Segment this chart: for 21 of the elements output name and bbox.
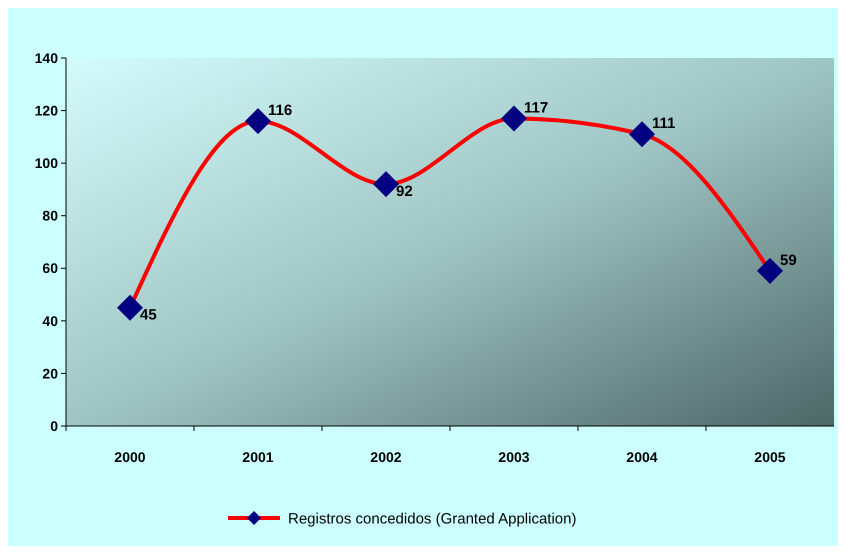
y-tick-label: 140 (34, 50, 58, 66)
data-label: 111 (652, 115, 676, 132)
x-tick-label: 2002 (370, 449, 402, 465)
data-label: 116 (268, 102, 292, 120)
x-tick-label: 2005 (754, 449, 786, 465)
y-tick-label: 80 (42, 208, 58, 224)
y-tick-label: 0 (50, 418, 58, 434)
y-tick-label: 20 (42, 365, 58, 382)
y-tick-label: 100 (34, 155, 58, 172)
y-tick-label: 60 (42, 260, 58, 276)
y-tick-label: 40 (42, 312, 58, 329)
x-tick-label: 2003 (498, 449, 530, 465)
x-tick-label: 2000 (114, 449, 146, 465)
data-label: 45 (140, 306, 157, 324)
data-label: 117 (524, 99, 548, 116)
y-tick-label: 120 (34, 102, 58, 118)
legend-label: Registros concedidos (Granted Application) (288, 510, 576, 528)
data-label: 59 (780, 252, 797, 269)
data-label: 92 (396, 183, 413, 200)
x-tick-label: 2004 (626, 449, 658, 465)
x-tick-label: 2001 (242, 449, 274, 465)
